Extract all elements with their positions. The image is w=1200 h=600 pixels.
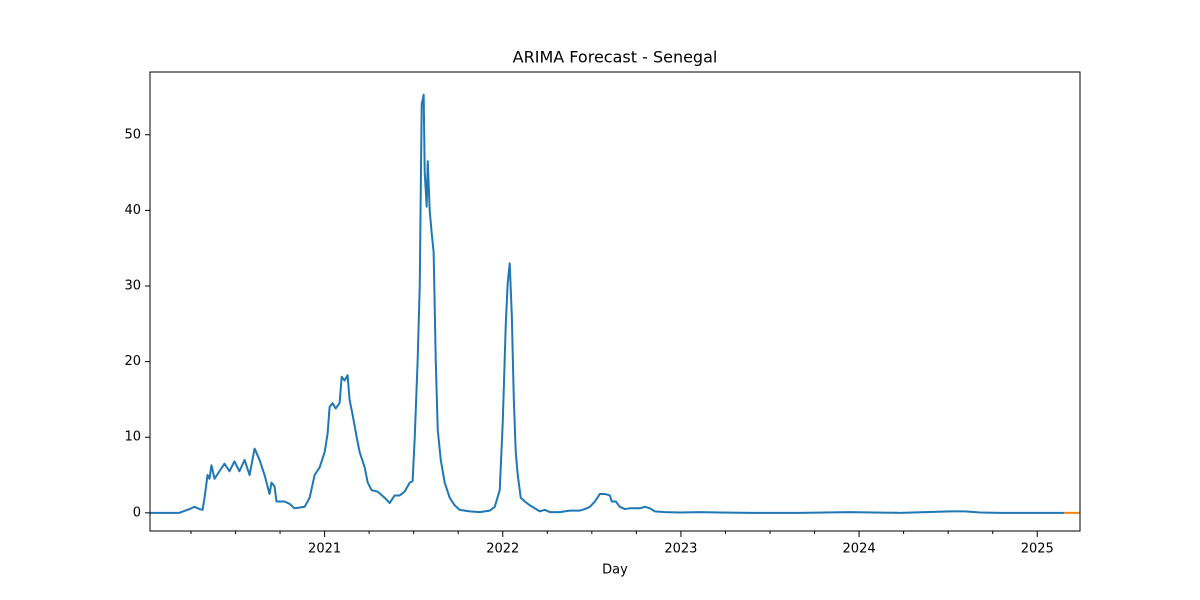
x-tick-label: 2023 [664, 542, 697, 557]
y-tick-label: 10 [124, 430, 141, 445]
x-tick-label: 2024 [843, 542, 876, 557]
x-tick-label: 2021 [308, 542, 341, 557]
y-tick-label: 30 [124, 278, 141, 293]
plot-frame [149, 71, 1081, 532]
y-tick-label: 0 [133, 505, 141, 520]
y-tick-label: 40 [124, 203, 141, 218]
chart-title: ARIMA Forecast - Senegal [513, 48, 718, 67]
x-tick-label: 2025 [1021, 542, 1054, 557]
x-axis-label: Day [602, 563, 628, 578]
x-tick-label: 2022 [486, 542, 519, 557]
y-tick-label: 20 [124, 354, 141, 369]
line-series [150, 93, 1065, 514]
y-tick-label: 50 [124, 127, 141, 142]
